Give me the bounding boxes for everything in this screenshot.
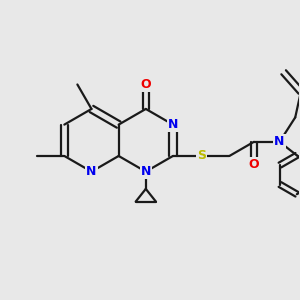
Text: N: N [168, 118, 178, 131]
Text: N: N [141, 165, 151, 178]
Text: S: S [197, 149, 206, 163]
Text: N: N [86, 165, 97, 178]
Text: O: O [248, 158, 259, 171]
Text: O: O [140, 78, 151, 91]
Text: N: N [274, 135, 285, 148]
